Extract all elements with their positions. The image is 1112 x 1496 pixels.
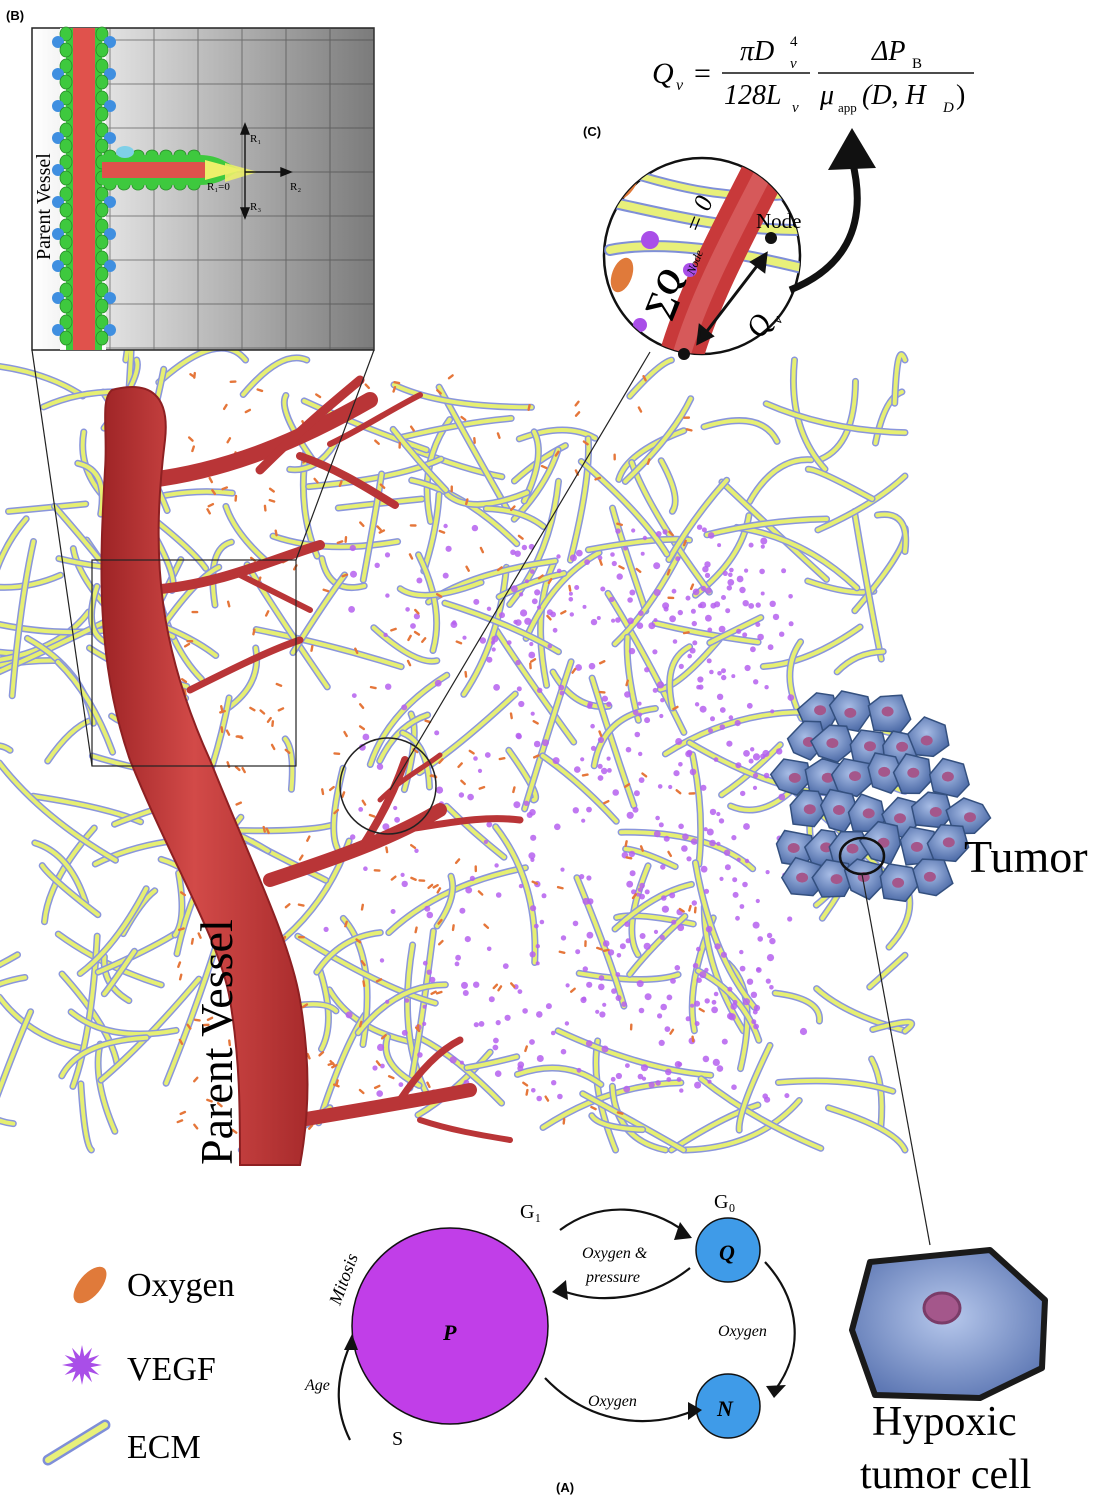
node-point xyxy=(678,348,690,360)
oxygen-pressure-label-1: Oxygen & xyxy=(582,1245,648,1262)
qv-arrow xyxy=(696,251,768,346)
inset-vessel xyxy=(52,26,258,350)
necrotic-state xyxy=(695,1373,761,1439)
r2-label: R₂ xyxy=(290,181,301,193)
age-label: Age xyxy=(304,1377,330,1394)
eq-num2-sub: B xyxy=(912,56,922,72)
eq-den2-args-sub: D xyxy=(942,100,954,116)
eq-den1: 128L xyxy=(724,80,782,111)
inset-b-zoom-indicator xyxy=(31,349,375,767)
legend xyxy=(42,1266,111,1466)
eq-num1: πD xyxy=(740,36,774,67)
eq-equals: = xyxy=(694,57,711,90)
age-arrow xyxy=(337,1344,352,1441)
eq-den2-sub: app xyxy=(838,100,857,115)
ecm-legend-icon xyxy=(42,1419,111,1466)
parent-vessel-label: Parent Vessel xyxy=(191,919,242,1165)
n-state-label: N xyxy=(716,1396,734,1421)
eq-lhs-sub: v xyxy=(676,77,684,94)
equation-arrow-head xyxy=(828,128,876,170)
r0-label: R₁=0 xyxy=(207,181,230,193)
q-to-n-oxygen-label: Oxygen xyxy=(718,1323,767,1340)
hypoxic-label-line1: Hypoxic xyxy=(872,1399,1017,1445)
r1-label: R₁ xyxy=(250,133,261,145)
oxygen-legend-label: Oxygen xyxy=(127,1267,235,1304)
oxygen-legend-icon xyxy=(73,1266,107,1304)
vegf-legend-label: VEGF xyxy=(127,1351,216,1388)
inset-b xyxy=(31,26,375,351)
node-label: Node xyxy=(756,209,802,233)
s-label: S xyxy=(392,1428,403,1450)
eq-den2-close: ) xyxy=(956,80,965,111)
tumor-label: Tumor xyxy=(964,831,1088,882)
tip-cell-axes xyxy=(239,122,293,220)
panel-b-tag: (B) xyxy=(6,8,24,23)
g1-label: G₁ xyxy=(520,1201,541,1223)
cell-cycle-diagram xyxy=(337,1208,796,1441)
inset-parent-vessel-label: Parent Vessel xyxy=(33,153,55,260)
eq-den1-sub: v xyxy=(792,100,799,116)
r3-label: R₃ xyxy=(250,201,261,213)
eq-num1-sub: v xyxy=(790,56,797,72)
g0-label: G₀ xyxy=(714,1191,735,1213)
eq-den2-args: (D, H xyxy=(862,80,928,111)
p-to-n-oxygen-label: Oxygen xyxy=(588,1393,637,1410)
node-point xyxy=(765,232,777,244)
hypoxic-tumor-cell-illustration xyxy=(849,1247,1048,1401)
q-state-label: Q xyxy=(719,1240,735,1265)
quiescent-state xyxy=(695,1217,761,1283)
ecm-legend-label: ECM xyxy=(127,1429,201,1466)
eq-den2: μ xyxy=(819,80,834,111)
panel-a-tag: (A) xyxy=(556,1480,574,1495)
panel-c-tag: (C) xyxy=(583,124,601,139)
p-state-label: P xyxy=(442,1320,457,1345)
q-to-p-arrow xyxy=(559,1267,691,1300)
hypoxic-label-line2: tumor cell xyxy=(860,1452,1031,1496)
hypoxic-cell-callout-line xyxy=(861,873,931,1246)
proliferative-state xyxy=(351,1227,549,1425)
oxygen-pressure-label-2: pressure xyxy=(585,1269,640,1286)
eq-num2: ΔP xyxy=(871,36,906,67)
p-to-n-arrow xyxy=(544,1377,696,1423)
eq-num1-sup: 4 xyxy=(790,34,798,50)
inset-c-source-circle xyxy=(339,737,437,835)
q-to-n-arrow xyxy=(764,1261,796,1391)
flow-equation: Q v = πD 4 v 128L v ΔP B μ app (D, H D ) xyxy=(652,34,974,116)
p-to-q-arrow xyxy=(559,1208,686,1233)
eq-lhs: Q xyxy=(652,57,674,90)
oxygen-particles xyxy=(175,371,705,1134)
vegf-particles xyxy=(323,523,808,1103)
vegf-legend-icon xyxy=(62,1345,102,1385)
equation-arrow xyxy=(788,159,861,294)
tumor-cluster xyxy=(769,690,992,903)
